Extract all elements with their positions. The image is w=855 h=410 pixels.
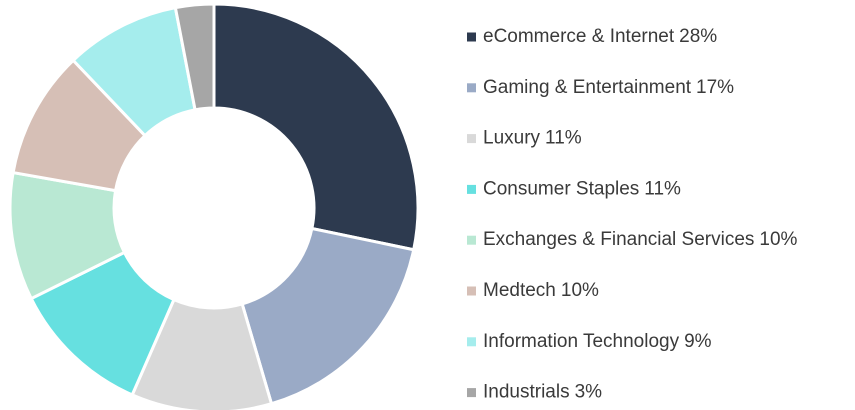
legend-entry: Information Technology 9% [483,331,712,352]
legend-swatch [467,32,476,42]
legend-label: eCommerce & Internet [483,26,675,47]
legend-label: Luxury [483,128,541,149]
legend-swatch [467,235,476,245]
slice [212,2,420,252]
slice [240,226,416,406]
legend-swatch [467,286,476,296]
legend-entry: Exchanges & Financial Services 10% [483,229,798,250]
legend-label: Consumer Staples [483,178,639,199]
legend-label: Industrials [483,382,570,403]
legend-value: 10% [759,229,797,250]
legend-entry: Luxury 11% [483,128,582,149]
legend-label: Medtech [483,280,556,301]
legend-value: 17% [696,77,734,98]
legend-value: 9% [684,331,712,352]
legend-value: 11% [644,178,681,199]
legend-swatch [467,184,476,194]
legend-label: Information Technology [483,331,680,352]
legend-label: Exchanges & Financial Services [483,229,754,250]
legend-swatch [467,134,476,144]
legend-entry: eCommerce & Internet 28% [483,26,717,47]
slice [173,2,216,112]
legend-swatch [467,388,476,398]
legend-entry: Industrials 3% [483,382,602,403]
legend-entry: Gaming & Entertainment 17% [483,77,734,98]
legend-entry: Consumer Staples 11% [483,178,681,199]
legend-swatch [467,83,476,93]
legend-swatch [467,337,476,347]
legend-value: 10% [561,280,599,301]
legend-label: Gaming & Entertainment [483,77,692,98]
legend-entry: Medtech 10% [483,280,599,301]
legend-value: 28% [679,26,717,47]
legend-value: 11% [545,128,582,149]
legend-value: 3% [575,382,603,403]
